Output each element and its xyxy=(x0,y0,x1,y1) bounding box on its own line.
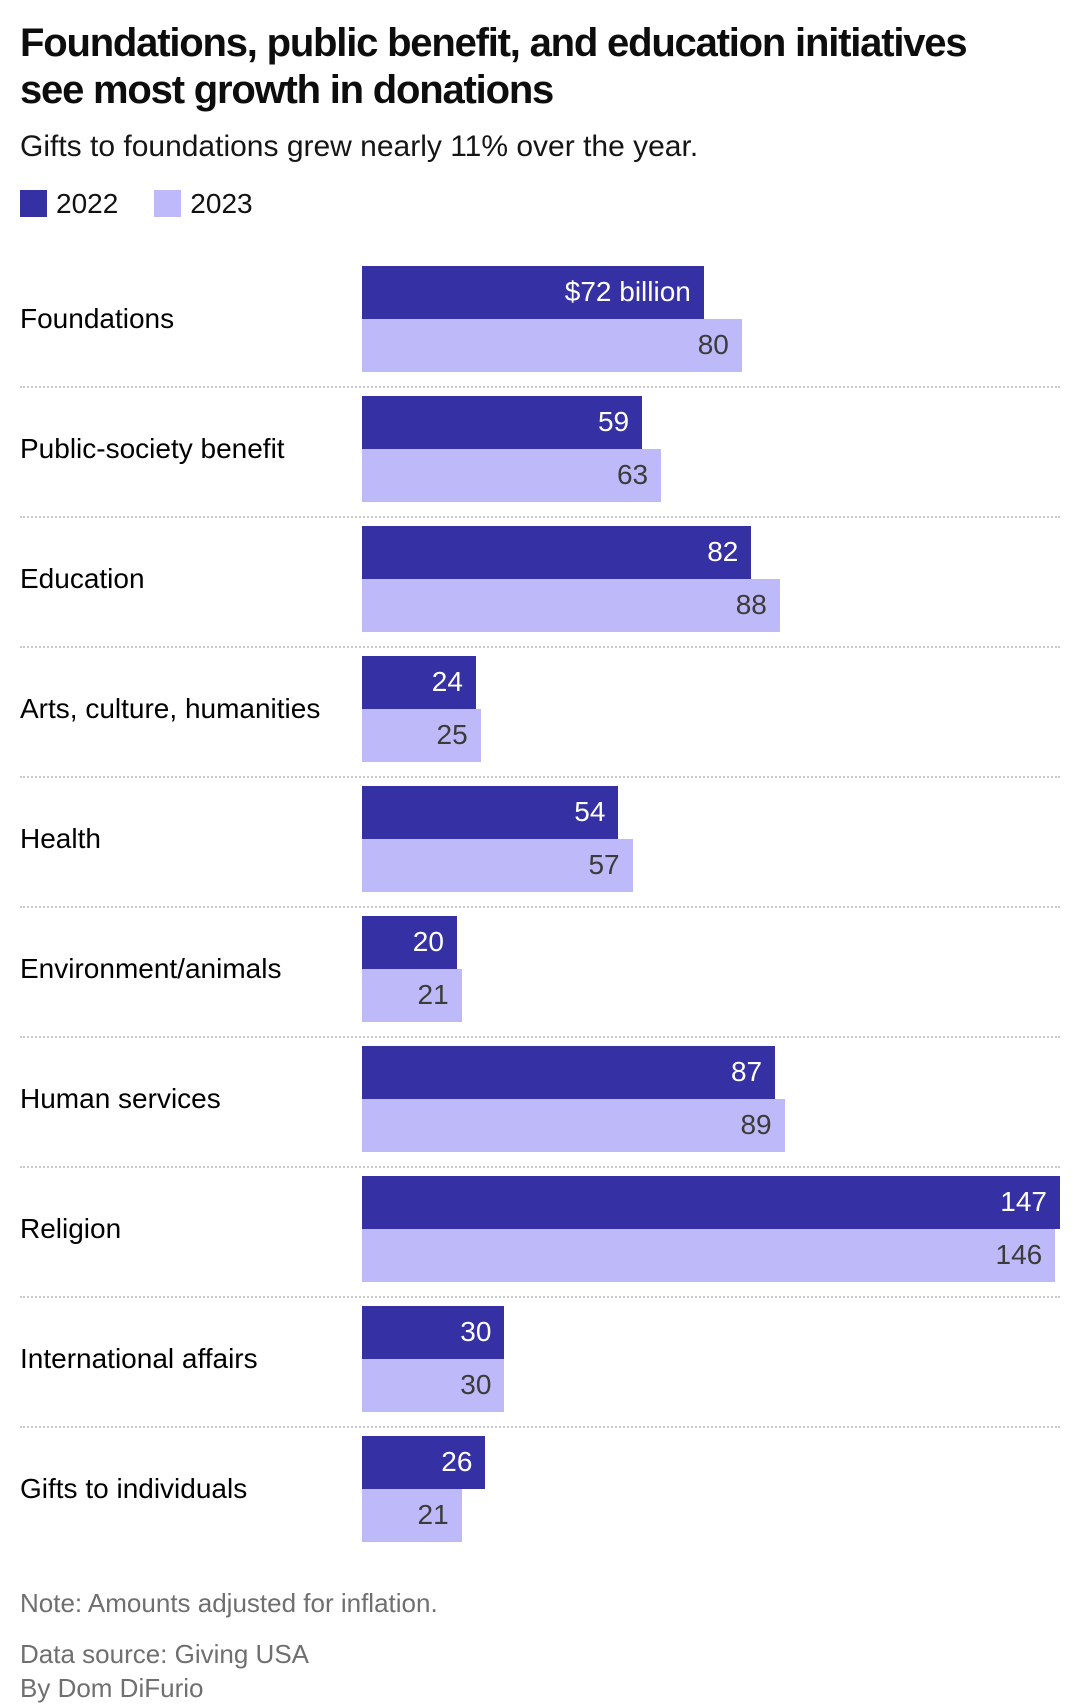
legend-label-2022: 2022 xyxy=(56,187,119,219)
bar-2023: 25 xyxy=(362,708,481,762)
category-label: Education xyxy=(20,562,145,594)
bar-group: 82 88 xyxy=(362,525,1060,632)
bar-2022: 30 xyxy=(362,1305,505,1359)
legend-swatch-2023 xyxy=(154,190,182,218)
category-row: Public-society benefit 59 63 xyxy=(20,395,1060,526)
bar-value-label: 146 xyxy=(995,1239,1043,1271)
category-label: Human services xyxy=(20,1082,221,1114)
chart-subtitle: Gifts to foundations grew nearly 11% ove… xyxy=(20,129,699,163)
bar-2023: 57 xyxy=(362,838,633,892)
bar-value-label: 26 xyxy=(441,1446,473,1478)
bar-value-label: 63 xyxy=(616,459,649,491)
bar-2023: 80 xyxy=(362,318,742,372)
legend: 2022 2023 xyxy=(20,188,1060,220)
category-label: Religion xyxy=(20,1212,122,1244)
bar-value-label: 24 xyxy=(431,666,463,698)
bar-2023: 88 xyxy=(362,578,780,632)
bar-2022: 147 xyxy=(362,1175,1060,1229)
bar-2023: 63 xyxy=(362,448,662,502)
page-title: Foundations, public benefit, and educati… xyxy=(20,20,1060,114)
bar-group: 24 25 xyxy=(362,655,1060,762)
bar-chart: Foundations $72 billion 80 Public-society b… xyxy=(20,265,1060,1548)
category-row: Environment/animals 20 21 xyxy=(20,915,1060,1046)
bar-value-label: 88 xyxy=(735,589,767,621)
category-label: Public-society benefit xyxy=(20,432,285,464)
bar-value-label: 30 xyxy=(460,1316,492,1348)
bar-value-label: 89 xyxy=(740,1109,772,1141)
category-row: Religion 147 146 xyxy=(20,1175,1060,1306)
bar-2023: 89 xyxy=(362,1098,785,1152)
bar-value-label: 80 xyxy=(697,329,729,361)
bar-2022: 59 xyxy=(362,395,643,449)
byline-text: By Dom DiFurio xyxy=(20,1672,204,1703)
bar-group: 26 21 xyxy=(362,1435,1060,1542)
bar-2023: 21 xyxy=(362,968,462,1022)
bar-value-label: 87 xyxy=(730,1056,763,1088)
bar-group: 147 146 xyxy=(362,1175,1060,1282)
category-label: International affairs xyxy=(20,1342,258,1374)
bar-value-label: 147 xyxy=(1000,1186,1047,1218)
bar-2023: 146 xyxy=(362,1228,1056,1282)
bar-value-label: $72 billion xyxy=(564,276,691,308)
page-title-line1: Foundations, public benefit, and educati… xyxy=(20,21,968,65)
bar-2022: 20 xyxy=(362,915,457,969)
page-title-line2: see most growth in donations xyxy=(20,67,554,112)
category-row: Gifts to individuals 26 21 xyxy=(20,1435,1060,1548)
category-row: Education 82 88 xyxy=(20,525,1060,656)
bar-value-label: 59 xyxy=(597,406,630,438)
category-row: Arts, culture, humanities 24 25 xyxy=(20,655,1060,786)
legend-item-2023: 2023 xyxy=(154,187,253,220)
bar-value-label: 21 xyxy=(417,1499,449,1531)
bar-value-label: 25 xyxy=(436,719,468,751)
bar-group: 54 57 xyxy=(362,785,1060,892)
source-text: Data source: Giving USA xyxy=(20,1638,310,1669)
bar-value-label: 57 xyxy=(588,849,620,881)
bar-group: 30 30 xyxy=(362,1305,1060,1412)
bar-2022: 82 xyxy=(362,525,752,579)
category-row: Human services 87 89 xyxy=(20,1045,1060,1176)
category-label: Environment/animals xyxy=(20,952,282,984)
bar-2023: 21 xyxy=(362,1488,462,1542)
category-row: International affairs 30 30 xyxy=(20,1305,1060,1436)
bar-group: 59 63 xyxy=(362,395,1060,502)
bar-2022: 87 xyxy=(362,1045,776,1099)
category-label: Health xyxy=(20,822,101,854)
category-row: Foundations $72 billion 80 xyxy=(20,265,1060,396)
bar-2022: 26 xyxy=(362,1435,486,1489)
bar-group: 87 89 xyxy=(362,1045,1060,1152)
category-label: Arts, culture, humanities xyxy=(20,692,321,724)
bar-value-label: 21 xyxy=(417,979,449,1011)
note-text: Note: Amounts adjusted for inflation. xyxy=(20,1587,438,1618)
bar-2022: 54 xyxy=(362,785,619,839)
legend-label-2023: 2023 xyxy=(190,187,253,219)
category-label: Foundations xyxy=(20,302,175,334)
bar-value-label: 54 xyxy=(574,796,606,828)
bar-2022: $72 billion xyxy=(362,265,704,319)
chart-footer: Note: Amounts adjusted for inflation. Da… xyxy=(20,1588,1060,1705)
legend-swatch-2022 xyxy=(20,190,47,218)
category-row: Health 54 57 xyxy=(20,785,1060,916)
bar-2022: 24 xyxy=(362,655,476,709)
bar-2023: 30 xyxy=(362,1358,505,1412)
category-label: Gifts to individuals xyxy=(20,1472,248,1504)
bar-value-label: 30 xyxy=(460,1369,492,1401)
bar-group: $72 billion 80 xyxy=(362,265,1060,372)
bar-group: 20 21 xyxy=(362,915,1060,1022)
bar-value-label: 82 xyxy=(707,536,739,568)
legend-item-2022: 2022 xyxy=(20,188,118,220)
bar-value-label: 20 xyxy=(412,926,444,958)
